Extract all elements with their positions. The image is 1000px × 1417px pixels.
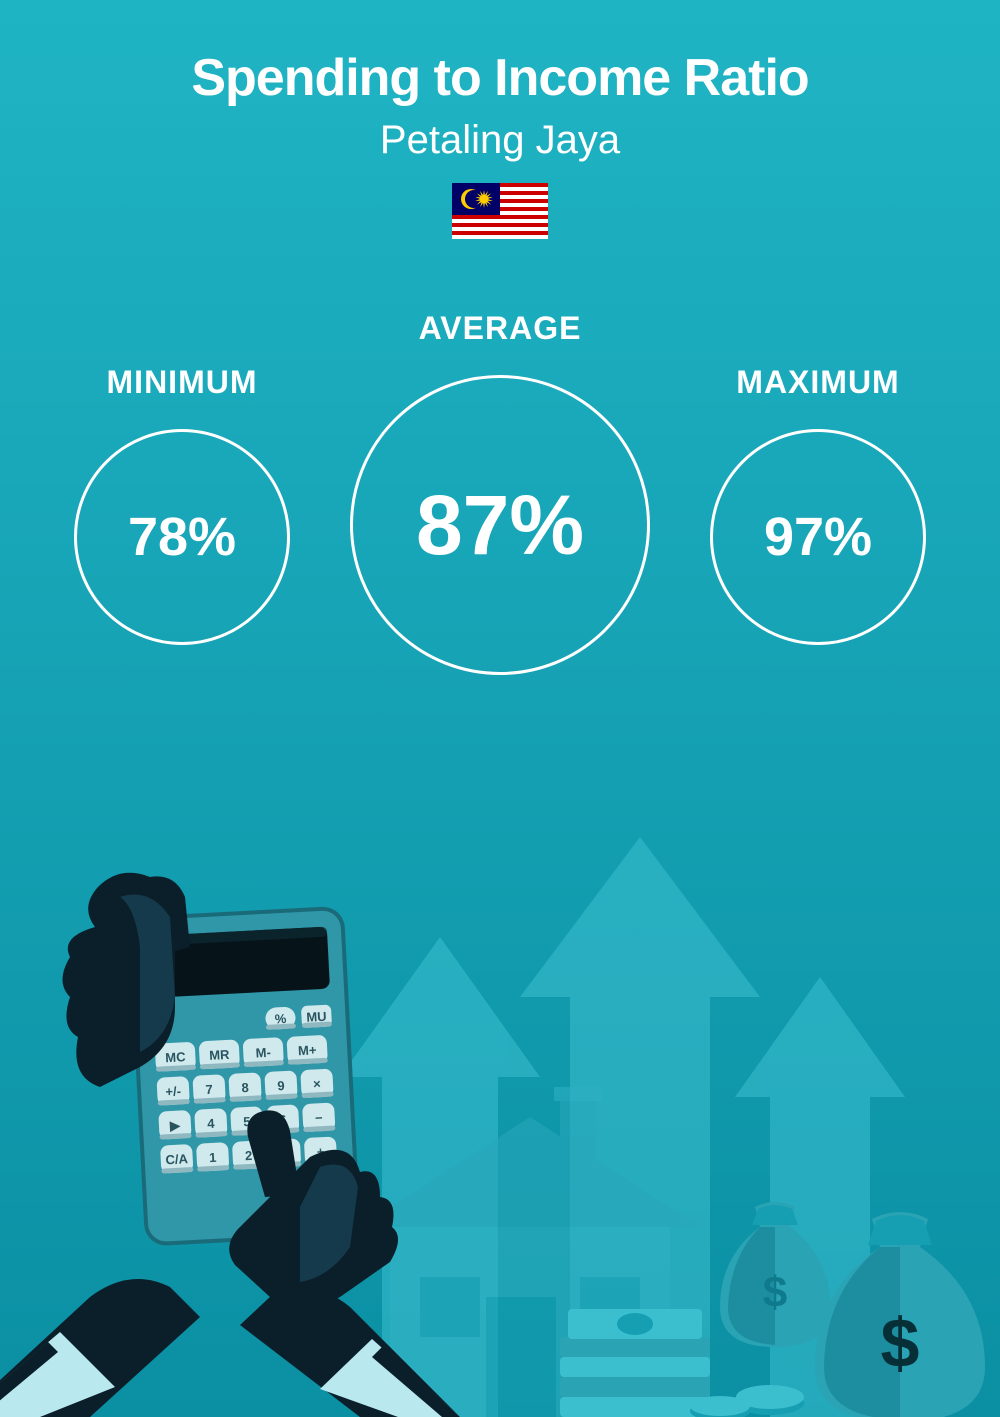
stat-maximum-value: 97%: [764, 506, 872, 568]
svg-text:8: 8: [241, 1080, 249, 1095]
svg-text:MR: MR: [209, 1047, 231, 1063]
svg-text:%: %: [274, 1011, 287, 1027]
stat-minimum-label: MINIMUM: [107, 364, 258, 401]
svg-text:−: −: [315, 1110, 324, 1125]
stats-row: MINIMUM 78% AVERAGE 87% MAXIMUM 97%: [0, 310, 1000, 675]
cash-stacks: [560, 1309, 710, 1417]
stat-average-circle: 87%: [350, 375, 650, 675]
stat-minimum-circle: 78%: [74, 429, 290, 645]
dollar-sign-icon: $: [763, 1268, 787, 1317]
infographic-canvas: Spending to Income Ratio Petaling Jaya M…: [0, 0, 1000, 1417]
svg-text:▶: ▶: [169, 1118, 182, 1134]
stat-average-label: AVERAGE: [419, 310, 582, 347]
svg-text:7: 7: [205, 1082, 213, 1097]
dollar-sign-icon: $: [881, 1304, 920, 1382]
stat-minimum-value: 78%: [128, 506, 236, 568]
header: Spending to Income Ratio Petaling Jaya: [0, 0, 1000, 239]
svg-text:1: 1: [209, 1150, 217, 1165]
stat-average-value: 87%: [416, 477, 584, 574]
page-subtitle: Petaling Jaya: [0, 118, 1000, 163]
svg-text:×: ×: [313, 1076, 322, 1091]
svg-text:M+: M+: [298, 1042, 318, 1058]
malaysia-flag-icon: [452, 183, 548, 239]
svg-text:+/-: +/-: [165, 1083, 181, 1099]
page-title: Spending to Income Ratio: [0, 48, 1000, 108]
stat-maximum-circle: 97%: [710, 429, 926, 645]
svg-text:M-: M-: [255, 1045, 271, 1061]
finance-illustration: $ $: [0, 777, 1000, 1417]
svg-text:C/A: C/A: [165, 1151, 189, 1167]
svg-text:9: 9: [277, 1078, 285, 1093]
stat-maximum-label: MAXIMUM: [736, 364, 899, 401]
stat-maximum: MAXIMUM 97%: [710, 310, 926, 645]
stat-minimum: MINIMUM 78%: [74, 310, 290, 645]
svg-text:MC: MC: [165, 1049, 187, 1065]
svg-text:2: 2: [245, 1148, 253, 1163]
stat-average: AVERAGE 87%: [350, 310, 650, 675]
svg-text:MU: MU: [306, 1009, 327, 1025]
